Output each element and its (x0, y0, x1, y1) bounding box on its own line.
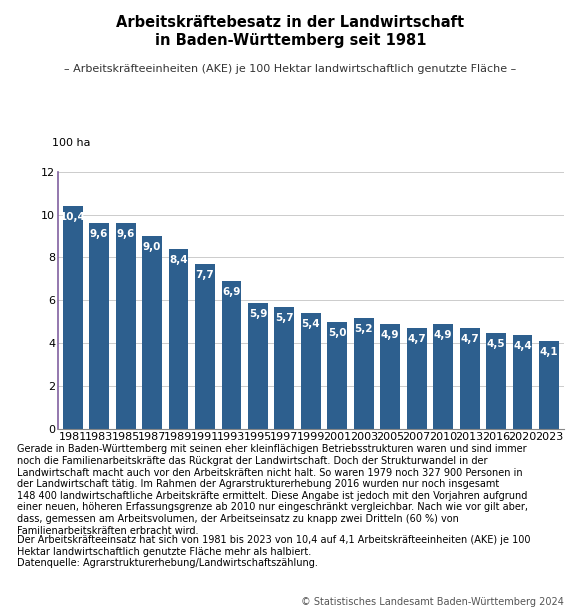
Bar (433, 324, 453, 429)
Bar (407, 329, 426, 429)
Text: 8,4: 8,4 (169, 255, 188, 265)
Bar (327, 322, 347, 429)
Bar (274, 306, 295, 429)
Text: Der Arbeitskräfteeinsatz hat sich von 1981 bis 2023 von 10,4 auf 4,1 Arbeitskräf: Der Arbeitskräfteeinsatz hat sich von 19… (17, 535, 531, 568)
Text: 5,2: 5,2 (354, 324, 373, 333)
Bar (116, 223, 135, 429)
Text: © Statistisches Landesamt Baden-Württemberg 2024: © Statistisches Landesamt Baden-Württemb… (301, 597, 564, 607)
Text: – Arbeitskräfteeinheiten (AKE) je 100 Hektar landwirtschaftlich genutzte Fläche : – Arbeitskräfteeinheiten (AKE) je 100 He… (64, 64, 517, 74)
Text: 4,9: 4,9 (434, 330, 453, 340)
Text: 4,9: 4,9 (381, 330, 400, 340)
Bar (301, 313, 321, 429)
Text: 4,4: 4,4 (513, 341, 532, 351)
Text: 9,0: 9,0 (143, 242, 162, 252)
Bar (539, 341, 559, 429)
Text: 7,7: 7,7 (196, 270, 214, 280)
Bar (486, 332, 506, 429)
Text: 4,5: 4,5 (487, 338, 505, 349)
Bar (354, 318, 374, 429)
Bar (168, 249, 188, 429)
Text: Gerade in Baden-Württemberg mit seinen eher kleinflächigen Betriebsstrukturen wa: Gerade in Baden-Württemberg mit seinen e… (17, 444, 529, 536)
Text: 5,0: 5,0 (328, 328, 346, 338)
Text: 10,4: 10,4 (60, 212, 85, 222)
Bar (63, 206, 83, 429)
Bar (248, 303, 268, 429)
Text: 6,9: 6,9 (223, 287, 241, 297)
Text: 9,6: 9,6 (116, 229, 135, 239)
Text: 5,7: 5,7 (275, 313, 293, 323)
Bar (89, 223, 109, 429)
Text: Arbeitskräftebesatz in der Landwirtschaft
in Baden-Württemberg seit 1981: Arbeitskräftebesatz in der Landwirtschaf… (116, 15, 465, 48)
Text: 9,6: 9,6 (90, 229, 108, 239)
Text: 5,4: 5,4 (302, 319, 320, 329)
Bar (460, 329, 479, 429)
Bar (221, 281, 241, 429)
Text: 5,9: 5,9 (249, 308, 267, 319)
Text: 100 ha: 100 ha (52, 138, 91, 148)
Text: 4,7: 4,7 (460, 334, 479, 345)
Bar (381, 324, 400, 429)
Text: 4,1: 4,1 (540, 347, 558, 357)
Bar (195, 264, 215, 429)
Text: 4,7: 4,7 (407, 334, 426, 345)
Bar (512, 335, 532, 429)
Bar (142, 236, 162, 429)
